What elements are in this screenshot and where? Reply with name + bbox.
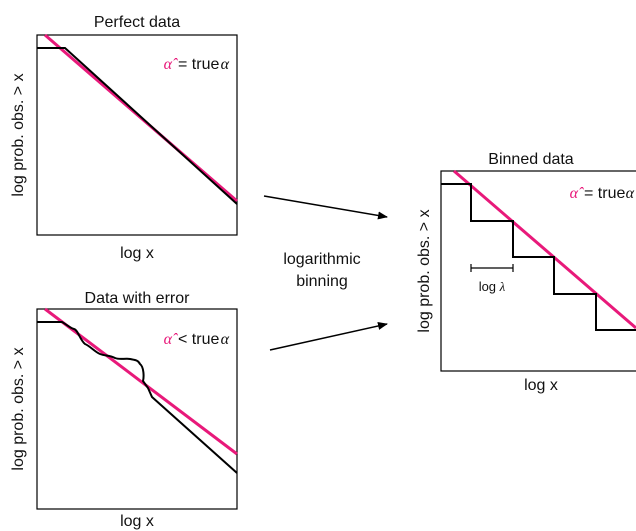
binning-method: logarithmic binning xyxy=(263,195,388,351)
alpha-symbol: α xyxy=(221,56,230,73)
y-axis-label: log prob. obs. > x xyxy=(10,73,27,196)
alpha-hat-symbol: α̂ xyxy=(164,56,178,73)
plot-frame xyxy=(440,170,636,372)
panel-title: Data with error xyxy=(85,290,191,307)
x-axis-label: log x xyxy=(524,377,558,394)
estimate-relation: = true xyxy=(178,56,219,73)
true-alpha-line xyxy=(453,169,636,330)
panel-title: Binned data xyxy=(488,151,574,168)
alpha-hat-symbol: α̂ xyxy=(164,331,178,348)
method-label-line1: logarithmic xyxy=(283,251,360,268)
alpha-symbol: α xyxy=(626,185,635,202)
bin-width-label: log λ xyxy=(479,279,506,294)
panel-perfect-data: Perfect data α̂ = true α log x log prob.… xyxy=(10,14,238,262)
y-axis-label: log prob. obs. > x xyxy=(10,347,27,470)
data-line xyxy=(37,47,238,205)
y-axis-label: log prob. obs. > x xyxy=(416,209,433,332)
panel-binned-data: Binned data log λ α̂ = true α log x log … xyxy=(416,151,636,394)
x-axis-label: log x xyxy=(120,513,154,530)
arrow-bottom xyxy=(269,322,388,351)
plot-frame xyxy=(36,34,238,236)
panel-title: Perfect data xyxy=(94,14,180,31)
method-label-line2: binning xyxy=(296,273,348,290)
alpha-hat-symbol: α̂ xyxy=(570,185,584,202)
data-line xyxy=(37,321,238,474)
x-axis-label: log x xyxy=(120,245,154,262)
binned-step-line xyxy=(441,183,636,331)
alpha-symbol: α xyxy=(221,331,230,348)
plot-frame xyxy=(36,308,238,510)
panel-data-with-error: Data with error α̂ < true α log x log pr… xyxy=(10,290,238,530)
arrow-top xyxy=(263,195,388,220)
estimate-relation: < true xyxy=(178,331,219,348)
estimate-relation: = true xyxy=(584,185,625,202)
